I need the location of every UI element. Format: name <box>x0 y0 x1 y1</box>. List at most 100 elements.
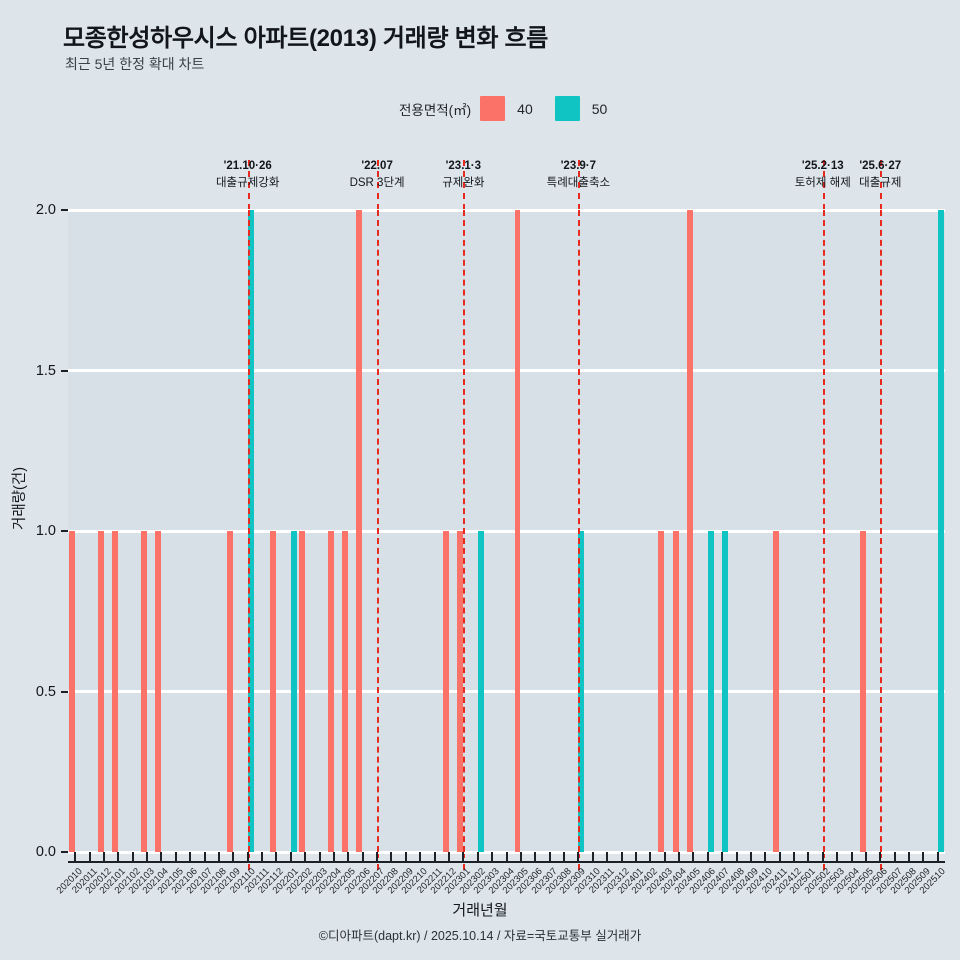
bar[interactable] <box>247 210 254 852</box>
y-tick-label: 1.0 <box>35 523 56 539</box>
event-text: DSR 3단계 <box>349 176 405 189</box>
x-tick-mark <box>735 852 738 861</box>
event-date: '23.9·7 <box>560 160 597 172</box>
x-tick-mark <box>347 852 350 861</box>
bar[interactable] <box>442 531 449 852</box>
bar[interactable] <box>155 531 162 852</box>
bar[interactable] <box>270 531 277 852</box>
x-tick-mark <box>563 852 565 861</box>
event-line-extension-top <box>822 160 825 210</box>
bar[interactable] <box>658 531 665 852</box>
legend-item-50[interactable]: 50 <box>554 96 630 121</box>
event-text: 특례대출축소 <box>546 176 611 189</box>
x-tick-mark <box>332 852 335 861</box>
event-annotation: '22.07 DSR 3단계 <box>350 158 405 191</box>
event-line-extension-top <box>578 160 581 210</box>
bar[interactable] <box>97 531 104 852</box>
bar[interactable] <box>68 531 75 852</box>
x-tick-mark <box>908 852 911 861</box>
page-subtitle: 최근 5년 한정 확대 차트 <box>65 56 205 72</box>
y-tick-label: 0.5 <box>35 683 56 700</box>
y-tick-mark <box>61 369 68 372</box>
bar[interactable] <box>342 531 348 852</box>
bar[interactable] <box>111 531 118 852</box>
event-annotation: '23.1·3 규제완화 <box>442 158 484 191</box>
x-tick-mark <box>376 852 379 861</box>
bar[interactable] <box>937 210 944 852</box>
event-annotation: '23.9·7 특례대출축소 <box>547 158 610 191</box>
y-tick-label: 2.0 <box>35 202 56 218</box>
bar[interactable] <box>457 531 463 852</box>
event-line-extension-top <box>463 160 466 210</box>
event-line-extension-top <box>377 160 380 210</box>
x-tick-mark <box>361 852 364 861</box>
x-tick-mark <box>232 852 235 861</box>
y-tick-mark <box>61 530 68 532</box>
y-tick-label: 0.0 <box>35 844 56 860</box>
x-tick-mark <box>74 852 77 861</box>
bar[interactable] <box>327 531 334 852</box>
gridline <box>68 529 945 533</box>
x-tick-mark <box>390 852 393 861</box>
x-tick-mark <box>117 852 120 861</box>
plot-area <box>68 208 945 854</box>
bar[interactable] <box>227 531 233 852</box>
y-tick-mark <box>61 209 68 211</box>
x-tick-mark <box>793 852 796 861</box>
x-tick-mark <box>160 852 163 861</box>
event-date: '25.6·27 <box>859 160 902 172</box>
x-tick-mark <box>821 852 824 861</box>
event-line-extension-top <box>880 160 883 210</box>
x-tick-mark <box>174 852 177 861</box>
event-annotation: '21.10·26 대출규제강화 <box>216 158 279 191</box>
x-tick-mark <box>807 852 810 861</box>
event-line <box>377 210 380 852</box>
x-tick-mark <box>663 852 666 861</box>
event-text: 대출규제 <box>859 176 902 189</box>
x-tick-mark <box>548 852 551 861</box>
x-tick-mark <box>88 852 91 861</box>
x-tick-mark <box>591 852 594 861</box>
bar[interactable] <box>477 531 484 852</box>
bar[interactable] <box>707 531 714 852</box>
legend: 전용면적(㎡) 40 50 <box>399 96 629 121</box>
bar[interactable] <box>672 531 679 852</box>
bar[interactable] <box>298 531 305 852</box>
event-text: 규제완화 <box>442 176 485 189</box>
x-tick-mark <box>534 852 537 861</box>
bar[interactable] <box>140 531 147 852</box>
bar[interactable] <box>290 531 297 852</box>
x-tick-mark <box>419 852 422 861</box>
legend-item-40[interactable]: 40 <box>480 96 555 121</box>
bar[interactable] <box>773 531 780 852</box>
x-tick-mark <box>246 852 249 861</box>
bar[interactable] <box>722 531 729 852</box>
event-date: '22.07 <box>361 160 393 172</box>
event-line <box>247 210 250 852</box>
x-tick-mark <box>217 852 220 861</box>
bar[interactable] <box>687 210 693 852</box>
event-line-extension-top <box>247 160 250 210</box>
event-line <box>463 210 466 852</box>
bar[interactable] <box>356 210 363 852</box>
x-axis-title: 거래년월 <box>452 902 508 919</box>
x-tick-mark <box>433 852 436 861</box>
bar[interactable] <box>578 531 585 852</box>
footer-credit: ©디아파트(dapt.kr) / 2025.10.14 / 자료=국토교통부 실… <box>318 929 642 943</box>
x-tick-mark <box>706 852 709 861</box>
x-tick-mark <box>620 852 623 861</box>
event-date: '21.10·26 <box>223 160 272 172</box>
x-tick-mark <box>836 852 839 861</box>
x-tick-mark <box>261 852 264 861</box>
x-tick-mark <box>721 852 724 861</box>
x-tick-mark <box>634 852 637 861</box>
x-tick-mark <box>606 852 609 861</box>
x-tick-mark <box>864 852 867 861</box>
bar[interactable] <box>859 531 866 852</box>
x-tick-mark <box>275 852 278 861</box>
bar[interactable] <box>514 210 521 852</box>
event-annotation: '25.6·27 대출규제 <box>859 158 901 191</box>
event-text: 토허제 해제 <box>794 176 851 189</box>
event-line <box>578 210 581 852</box>
